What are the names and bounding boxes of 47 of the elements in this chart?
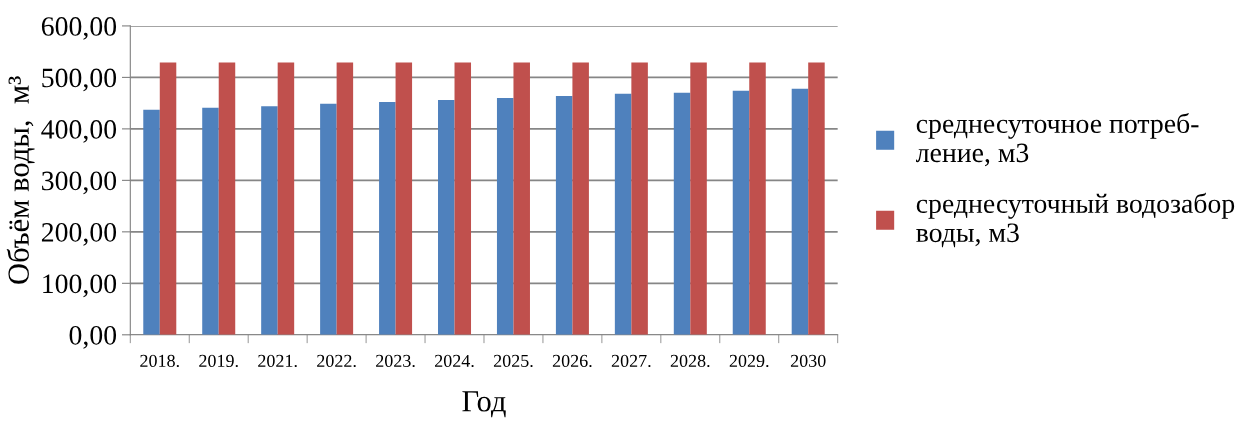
- bar: [631, 62, 648, 335]
- bar: [159, 62, 177, 335]
- y-tick-label: 100,00: [43, 274, 117, 298]
- x-tick-label: 2029.: [729, 354, 769, 368]
- bar: [496, 97, 514, 335]
- x-tick-label: 2019.: [199, 354, 238, 368]
- x-tick-label: 2030: [790, 354, 826, 367]
- bar: [513, 62, 530, 335]
- bar: [454, 62, 472, 335]
- x-axis-title: Год: [462, 391, 506, 418]
- x-tick-label: 2026.: [552, 354, 592, 368]
- bar: [218, 62, 236, 335]
- legend-label: среднесуточное потреб- ление, м3: [915, 112, 1199, 167]
- y-axis-title: Объём воды, м³: [6, 76, 35, 284]
- legend-label: среднесуточный водозабор воды, м3: [916, 192, 1235, 248]
- bar: [572, 62, 589, 335]
- bar: [143, 109, 160, 335]
- bar: [808, 62, 825, 335]
- y-tick-label: 200,00: [41, 223, 117, 246]
- x-tick-label: 2025.: [493, 354, 533, 368]
- x-tick-label: 2023.: [376, 354, 415, 368]
- y-tick-label: 400,00: [41, 120, 117, 143]
- x-tick-label: 2018.: [140, 354, 179, 368]
- bar: [395, 62, 413, 335]
- x-tick-label: 2021.: [258, 354, 297, 368]
- y-tick-label: 500,00: [42, 68, 117, 92]
- bar: [690, 62, 707, 335]
- x-tick-label: 2027.: [611, 354, 651, 368]
- bar: [438, 100, 455, 335]
- x-tick-label: 2022.: [317, 354, 356, 368]
- x-tick-label: 2024.: [435, 354, 474, 368]
- y-tick-label: 600,00: [41, 17, 117, 40]
- bar: [749, 62, 766, 335]
- bar: [791, 88, 809, 335]
- y-tick-label: 0,00: [69, 325, 117, 349]
- bar: [732, 90, 750, 335]
- bar: [261, 106, 278, 335]
- bar: [555, 95, 573, 335]
- bar: [277, 62, 295, 335]
- bar: [202, 107, 219, 335]
- bar: [614, 93, 632, 335]
- bar: [673, 92, 691, 335]
- bar: [379, 102, 396, 335]
- x-tick-label: 2028.: [670, 354, 710, 368]
- bar: [320, 103, 337, 335]
- y-tick-label: 300,00: [42, 171, 117, 195]
- bar: [336, 62, 354, 335]
